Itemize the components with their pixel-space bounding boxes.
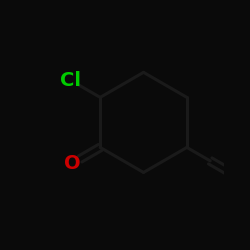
Text: Cl: Cl <box>60 70 81 90</box>
Text: O: O <box>64 154 81 173</box>
